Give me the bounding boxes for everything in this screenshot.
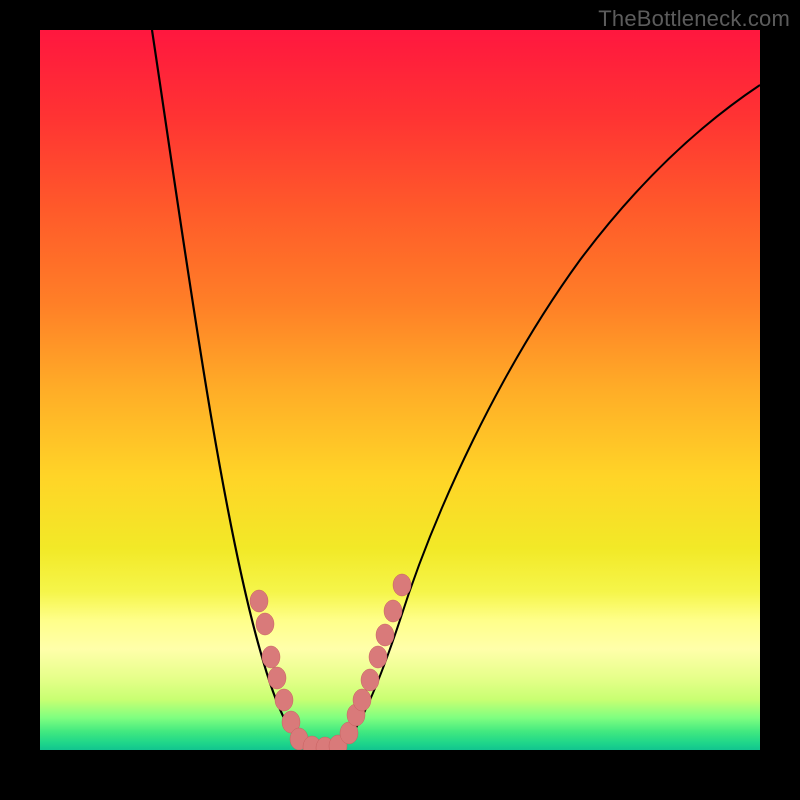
data-dot bbox=[256, 613, 274, 635]
data-dot bbox=[376, 624, 394, 646]
watermark-text: TheBottleneck.com bbox=[598, 6, 790, 32]
data-dot bbox=[275, 689, 293, 711]
data-dot bbox=[384, 600, 402, 622]
data-dot bbox=[262, 646, 280, 668]
data-dot bbox=[353, 689, 371, 711]
data-dot bbox=[369, 646, 387, 668]
chart-svg bbox=[40, 30, 760, 750]
data-dot bbox=[361, 669, 379, 691]
data-dot bbox=[268, 667, 286, 689]
data-dot bbox=[250, 590, 268, 612]
data-dot bbox=[393, 574, 411, 596]
chart-area bbox=[40, 30, 760, 750]
gradient-rect bbox=[40, 30, 760, 750]
